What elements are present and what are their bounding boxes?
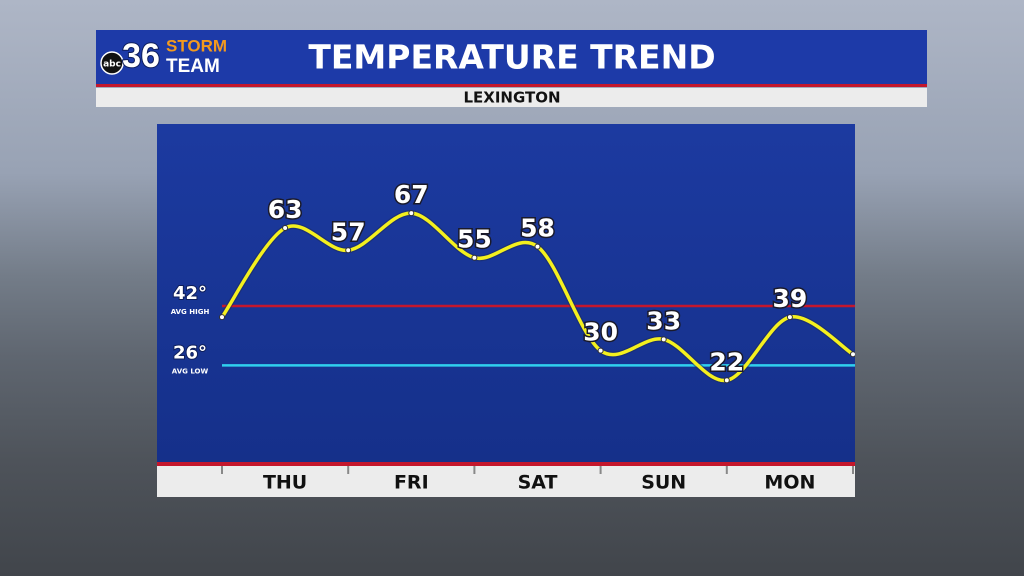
data-label: 30	[583, 318, 618, 347]
data-label: 58	[520, 214, 555, 243]
x-tick-label: THU	[263, 472, 307, 494]
data-label: 55	[457, 225, 492, 254]
x-tick-label: FRI	[394, 472, 429, 494]
point	[660, 336, 667, 343]
plot-area	[157, 124, 855, 462]
x-tick-label: SUN	[641, 472, 686, 494]
data-label: 67	[394, 180, 429, 209]
point	[408, 210, 415, 217]
chart-title: TEMPERATURE TREND	[308, 38, 715, 77]
plot-layer	[219, 210, 855, 384]
brand-storm: STORM	[166, 36, 227, 55]
x-tick-label: MON	[764, 472, 815, 494]
point	[471, 254, 478, 261]
network-text: abc	[103, 60, 121, 70]
point	[850, 351, 855, 358]
point	[345, 247, 352, 254]
header-rule	[96, 84, 927, 87]
data-label: 57	[331, 217, 366, 246]
point	[282, 225, 289, 231]
point	[534, 243, 541, 250]
data-label: 33	[646, 306, 681, 335]
reference-label: 26°	[173, 342, 207, 363]
channel-number: 36	[122, 37, 160, 75]
subtitle-strip	[96, 88, 927, 107]
header-bar	[96, 30, 927, 84]
reference-label: 42°	[173, 283, 207, 304]
data-label: 22	[709, 347, 744, 376]
reference-sublabel: AVG HIGH	[171, 308, 210, 316]
network-logo	[100, 51, 124, 75]
chart-subtitle: LEXINGTON	[463, 89, 560, 107]
label-layer: THU FRI SAT SUN MON 42° AVG HIGH 26° AVG LOW 63 57…	[171, 179, 854, 494]
axis-strip	[157, 466, 855, 497]
brand-team: TEAM	[166, 56, 220, 77]
data-label: 39	[773, 284, 808, 313]
reference-sublabel: AVG LOW	[172, 367, 209, 375]
point	[219, 314, 225, 321]
data-label: 63	[268, 195, 303, 224]
x-tick-label: SAT	[518, 472, 558, 494]
point	[597, 347, 604, 354]
point	[723, 377, 730, 384]
plot-rule	[157, 462, 855, 466]
point	[786, 314, 793, 321]
